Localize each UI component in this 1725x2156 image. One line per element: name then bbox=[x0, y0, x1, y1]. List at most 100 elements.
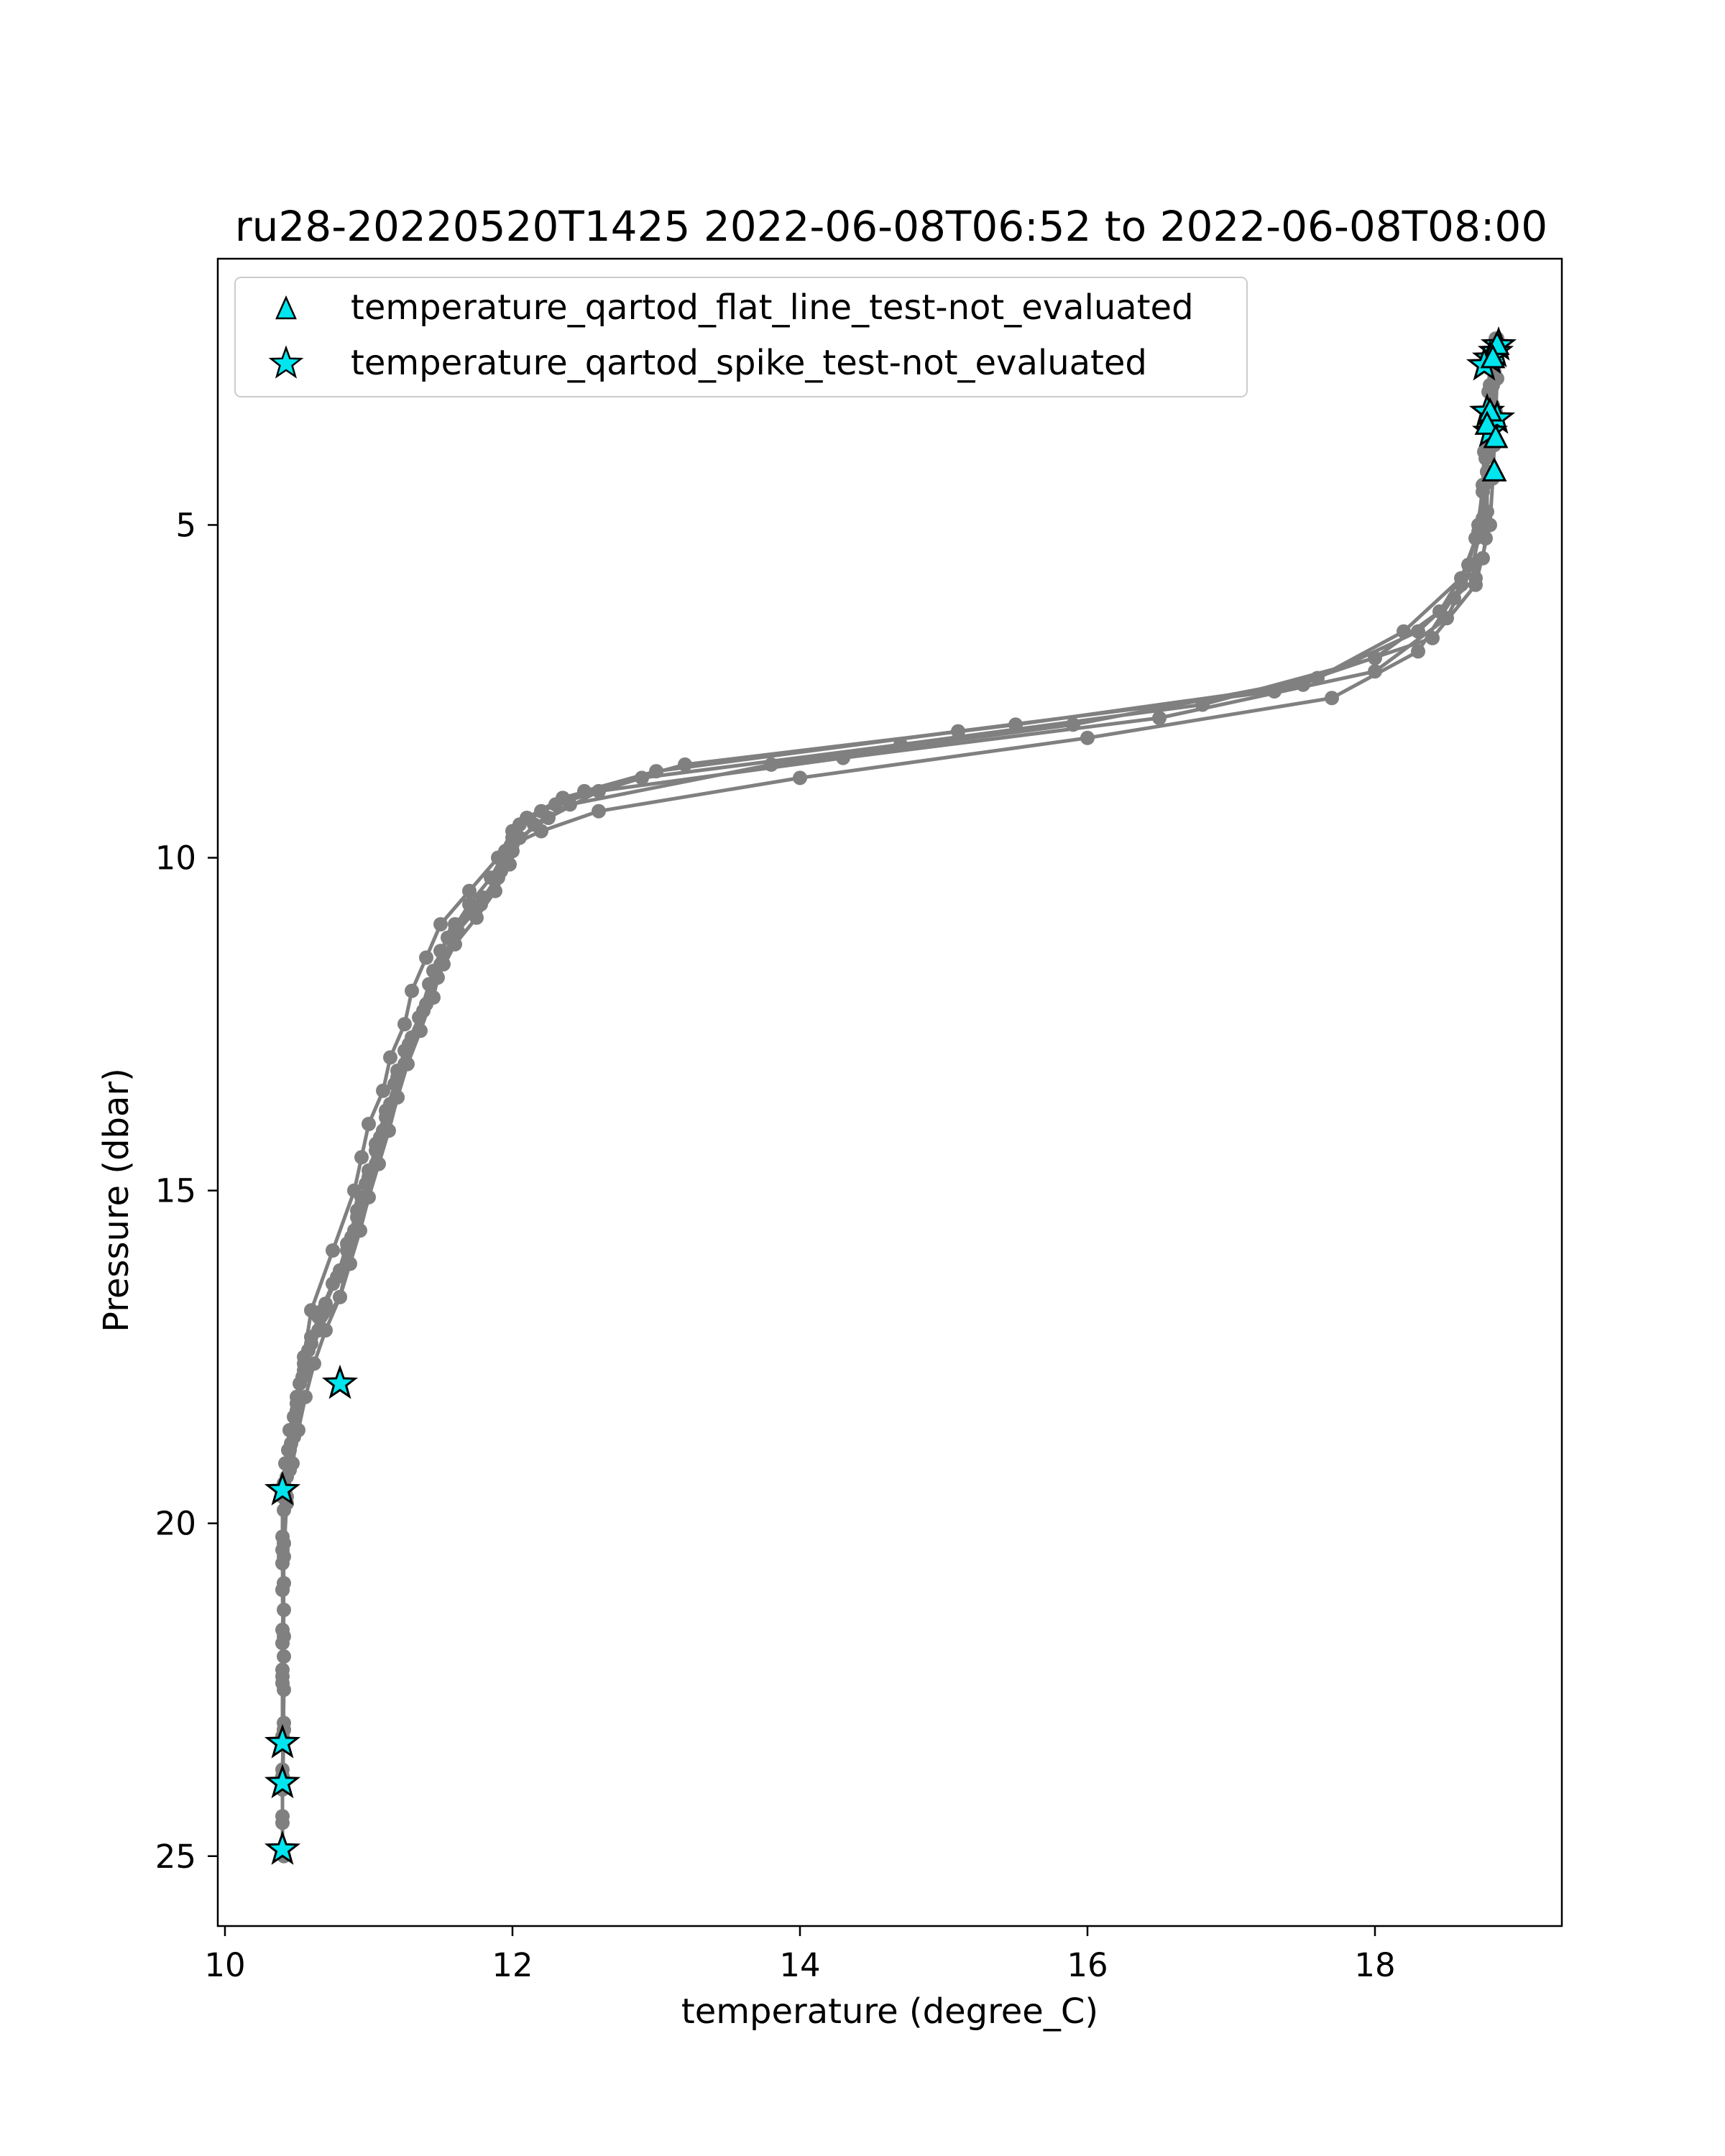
profile-point bbox=[491, 850, 505, 865]
profile-point bbox=[563, 797, 577, 812]
spike-test-marker bbox=[264, 1723, 301, 1759]
profile-point bbox=[362, 1117, 376, 1131]
profile-point bbox=[291, 1423, 305, 1437]
profile-line bbox=[280, 358, 1492, 1743]
profile-point bbox=[1468, 577, 1483, 592]
y-axis-label: Pressure (dbar) bbox=[96, 1068, 137, 1332]
legend-star-icon bbox=[268, 345, 304, 379]
chart-title: ru28-20220520T1425 2022-06-08T06:52 to 2… bbox=[235, 202, 1547, 251]
legend-triangle-icon bbox=[275, 295, 297, 320]
profile-series bbox=[275, 344, 1501, 1743]
profile-line bbox=[280, 338, 1498, 1777]
profile-point bbox=[1368, 664, 1382, 679]
profile-point bbox=[505, 844, 520, 859]
profile-point bbox=[383, 1050, 397, 1065]
profile-point bbox=[577, 783, 592, 798]
flat-line-test-marker bbox=[1481, 457, 1507, 482]
legend-label-flat-line: temperature_qartod_flat_line_test-not_ev… bbox=[351, 287, 1194, 328]
profile-point bbox=[1471, 524, 1486, 539]
profile-point bbox=[451, 923, 465, 939]
profile-point bbox=[1310, 671, 1325, 686]
profile-series bbox=[275, 351, 1497, 1751]
profile-point bbox=[350, 1203, 364, 1218]
profile-point bbox=[275, 1815, 290, 1830]
profile-point bbox=[1477, 477, 1491, 492]
profile-series bbox=[275, 331, 1503, 1784]
profile-point bbox=[275, 1636, 290, 1651]
x-tick-label: 10 bbox=[204, 1946, 245, 1984]
x-tick-label: 12 bbox=[492, 1946, 533, 1984]
flat-line-test-marker bbox=[1480, 344, 1506, 369]
profile-point bbox=[304, 1336, 318, 1351]
profile-point bbox=[330, 1270, 344, 1284]
plot-frame bbox=[216, 257, 1563, 1927]
profile-point bbox=[951, 724, 965, 739]
profile-point bbox=[474, 897, 488, 912]
profile-point bbox=[1480, 444, 1494, 459]
profile-point bbox=[764, 757, 778, 772]
profile-point bbox=[527, 817, 541, 832]
profile-point bbox=[433, 944, 448, 959]
profile-point bbox=[649, 764, 663, 779]
profile-point bbox=[1454, 571, 1468, 586]
profile-point bbox=[340, 1236, 354, 1251]
series-layer bbox=[275, 331, 1506, 1864]
profile-point bbox=[1486, 378, 1500, 392]
profile-point bbox=[1152, 711, 1167, 725]
flat-line-test-marker bbox=[1483, 423, 1509, 448]
profile-series bbox=[275, 344, 1500, 1864]
profile-point bbox=[372, 1156, 386, 1171]
legend-box bbox=[234, 277, 1248, 397]
spike-test-marker bbox=[321, 1364, 359, 1399]
spike-test-marker bbox=[264, 1830, 301, 1865]
profile-point bbox=[397, 1017, 412, 1032]
profile-point bbox=[277, 1549, 291, 1564]
x-tick-label: 16 bbox=[1067, 1946, 1108, 1984]
profile-point bbox=[405, 983, 419, 998]
profile-point bbox=[390, 1089, 405, 1105]
y-tick-label: 5 bbox=[175, 506, 196, 544]
y-tick-label: 10 bbox=[155, 839, 196, 877]
profile-point bbox=[353, 1223, 367, 1238]
y-axis-ticks: 5 10 15 20 25 bbox=[155, 506, 218, 1876]
profile-point bbox=[333, 1289, 347, 1304]
y-tick-label: 25 bbox=[155, 1838, 196, 1876]
y-tick-label: 15 bbox=[155, 1172, 196, 1210]
x-axis-label: temperature (degree_C) bbox=[681, 1991, 1098, 2032]
legend-label-spike: temperature_qartod_spike_test-not_evalua… bbox=[351, 343, 1147, 383]
profile-point bbox=[592, 783, 606, 798]
profile-point bbox=[1080, 730, 1095, 745]
profile-point bbox=[379, 1103, 393, 1118]
profile-point bbox=[462, 883, 477, 898]
profile-point bbox=[382, 1123, 396, 1138]
profile-line bbox=[280, 351, 1495, 1857]
legend: temperature_qartod_flat_line_test-not_ev… bbox=[234, 277, 1248, 397]
profile-line bbox=[280, 351, 1496, 1736]
x-axis-ticks: 10 12 14 16 18 bbox=[204, 1926, 1396, 1984]
profile-point bbox=[298, 1389, 313, 1404]
profile-point bbox=[277, 1503, 291, 1518]
profile-point bbox=[307, 1356, 321, 1371]
profile-point bbox=[1411, 644, 1425, 659]
x-tick-label: 14 bbox=[779, 1946, 820, 1984]
profile-series bbox=[275, 338, 1506, 1797]
profile-point bbox=[400, 1056, 415, 1072]
profile-line bbox=[280, 345, 1501, 1790]
profile-point bbox=[592, 803, 606, 819]
profile-point bbox=[295, 1369, 310, 1384]
flat-line-test-marker bbox=[1474, 410, 1500, 436]
profile-point bbox=[491, 870, 505, 885]
profile-point bbox=[1325, 691, 1339, 706]
profile-point bbox=[1397, 624, 1411, 639]
profile-point bbox=[793, 770, 807, 786]
profile-line bbox=[280, 338, 1499, 1817]
profile-point bbox=[376, 1083, 390, 1098]
profile-point bbox=[369, 1136, 383, 1151]
y-tick-label: 20 bbox=[155, 1505, 196, 1543]
profile-point bbox=[285, 1456, 300, 1471]
marker-layer bbox=[264, 326, 1517, 1865]
profile-point bbox=[436, 957, 451, 972]
profile-point bbox=[347, 1183, 362, 1198]
profile-point bbox=[343, 1256, 357, 1271]
